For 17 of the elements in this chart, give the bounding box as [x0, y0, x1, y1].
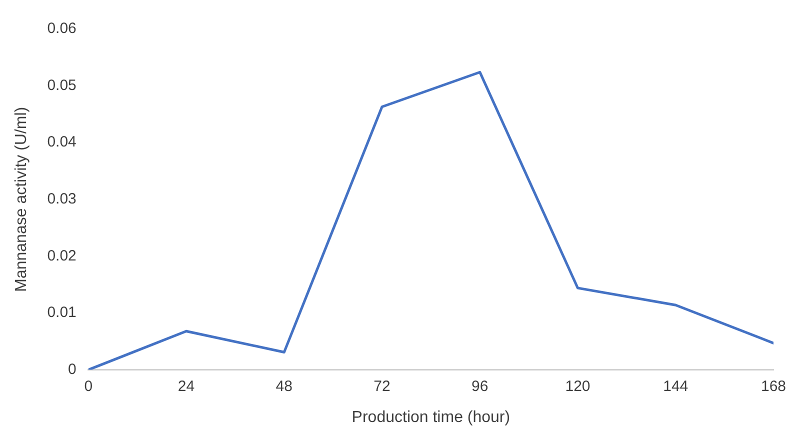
y-tick-label: 0.02: [47, 247, 76, 264]
x-tick-label: 0: [84, 378, 93, 395]
y-axis-title: Mannanase activity (U/ml): [13, 106, 30, 292]
x-tick-label: 72: [374, 378, 390, 395]
x-tick-label: 168: [760, 378, 786, 395]
y-tick-label: 0.04: [47, 134, 76, 151]
x-axis-title: Production time (hour): [352, 408, 510, 426]
y-tick-label: 0.01: [47, 304, 76, 322]
x-tick-label: 48: [276, 378, 292, 395]
y-tick-label: 0.06: [47, 20, 76, 38]
x-tick-label: 96: [472, 378, 488, 395]
y-tick-label: 0.03: [47, 190, 76, 208]
x-tick-label: 144: [663, 378, 688, 395]
x-tick-label: 24: [178, 378, 195, 395]
y-tick-label: 0.05: [47, 76, 76, 94]
y-tick-label: 0: [68, 360, 76, 378]
x-tick-label: 120: [565, 378, 590, 395]
